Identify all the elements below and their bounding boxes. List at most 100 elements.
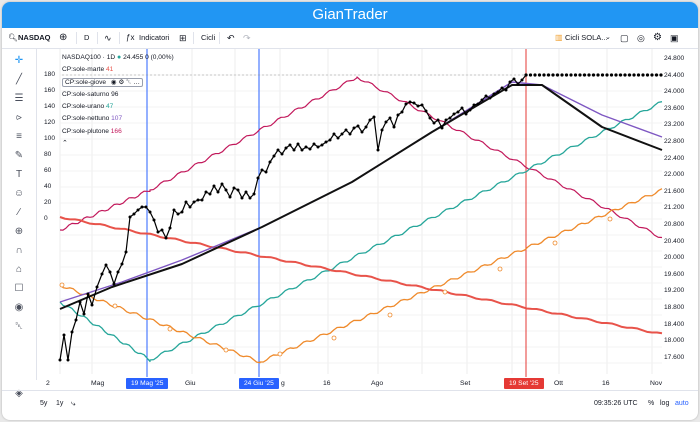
trash-icon[interactable]: ␡ [15,321,23,332]
price-point [82,312,86,316]
projection-point [659,73,663,77]
price-point [412,101,416,105]
price-point [112,282,116,286]
lock-drawing-icon[interactable]: ⌂ [15,264,23,275]
cycle-point [607,216,613,222]
indicators-icon[interactable]: ƒx [126,33,135,42]
log-toggle[interactable]: log [660,400,670,407]
symbol-label[interactable]: NASDAQ [18,33,51,42]
price-point [248,196,252,200]
brush-icon[interactable]: ✎ [14,150,24,161]
price-point [488,96,492,100]
price-point [464,112,468,116]
chevron-down-icon[interactable]: ⌄ [605,34,611,41]
price-point [164,236,168,240]
price-point [208,192,212,196]
series-marte [59,216,663,335]
emoji-icon[interactable]: ☺ [13,188,25,199]
projection-point [551,73,555,77]
price-point [432,121,436,125]
date-marker-blue[interactable]: 19 Mag '25 [126,378,169,389]
magnet-icon[interactable]: ∩ [15,245,23,256]
range-5y-button[interactable]: 5y [40,400,48,407]
projection-point [618,73,623,77]
fullscreen-icon[interactable]: ▢ [620,33,629,43]
projection-point [605,73,609,77]
redo-icon[interactable]: ↷ [243,33,251,43]
ruler-icon[interactable]: ∕ [18,207,20,218]
lock-icon[interactable]: ☐ [14,283,24,294]
legend-row[interactable]: CP:sole-saturno 96 [62,90,119,98]
market-open-dot-icon: ● [116,54,122,61]
price-point [512,77,516,81]
price-point [272,154,276,158]
right-axis-tick: 20.000 [664,254,685,262]
cycles-button[interactable]: Cicli [201,33,216,42]
price-point [152,218,156,222]
eye-icon[interactable]: ◉ [110,78,117,86]
add-symbol-icon[interactable]: ⊕ [59,32,68,43]
price-point [236,188,240,192]
collapse-legend-icon[interactable]: ⌃ [62,140,68,148]
date-range-icon[interactable]: ⤷ [71,399,76,408]
indicators-button[interactable]: Indicatori [139,33,170,42]
legend-row-selected[interactable]: CP:sole-giove ◉ ⚙ ␡ … [62,77,174,89]
range-1y-button[interactable]: 1y [56,400,64,407]
price-point [196,198,200,202]
settings-gear-icon[interactable]: ⚙ [118,78,125,86]
horizontal-lines-icon[interactable]: ☰ [14,93,24,104]
legend-symbol-row: NASDAQ100 · 1D ● 24.455 0 (0,00%) [62,52,174,64]
undo-icon[interactable]: ↶ [227,33,235,43]
zoom-in-icon[interactable]: ⊕ [14,226,24,237]
right-axis-tick: 24.000 [664,88,685,96]
price-point [348,132,352,136]
price-point [62,333,66,337]
projection-point [645,73,650,77]
price-point [380,128,384,132]
legend-row[interactable]: CP:sole-nettuno 107 [62,115,123,123]
eye-icon[interactable]: ◉ [14,302,24,313]
legend-row[interactable]: CP:sole-marte 41 [62,66,114,74]
price-point [424,109,428,113]
right-axis-tick: 21.200 [664,204,685,212]
settings-gear-icon[interactable]: ⚙ [653,32,662,43]
trash-icon[interactable]: ␡ [126,78,132,86]
left-axis-tick: 60 [44,167,52,174]
legend-row[interactable]: CP:sole-urano 47 [62,103,114,111]
right-axis-tick: 22.400 [664,154,685,162]
price-point [204,190,208,194]
template-icon[interactable]: ▥ [555,33,563,42]
more-icon[interactable]: … [133,78,140,86]
right-axis-tick: 17.600 [664,353,685,361]
price-point [268,160,272,164]
price-point [396,113,400,117]
layers-icon[interactable]: ◈ [15,388,23,399]
trendline-icon[interactable]: ╱ [15,74,23,85]
date-marker-red[interactable]: 19 Set '25 [504,378,544,389]
auto-toggle[interactable]: auto [675,400,689,407]
legend-row[interactable]: CP:sole-plutone 166 [62,127,122,135]
price-point [296,142,300,146]
symbol-search-icon[interactable]: 🔍︎ [8,33,18,42]
camera-icon[interactable]: ▣ [670,33,679,43]
chart-type-icon[interactable]: ∿ [104,33,112,43]
date-marker-blue[interactable]: 24 Giu '25 [239,378,279,389]
price-point [58,358,62,362]
utc-time[interactable]: 09:35:26 UTC [594,400,638,407]
pitchfork-icon[interactable]: ⪧ [16,112,22,123]
cycle-point [277,351,283,357]
interval-button[interactable]: D [84,33,90,42]
price-point [440,126,444,130]
template-button[interactable]: Cicli SOLA... [565,33,608,42]
pattern-icon[interactable]: ≡ [16,131,22,142]
text-icon[interactable]: T [15,169,23,180]
price-point [480,98,484,102]
series-urano [59,101,663,363]
screenshot-icon[interactable]: ◎ [637,33,645,43]
percent-toggle[interactable]: % [648,400,655,407]
crosshair-icon[interactable]: ✛ [14,55,24,66]
price-point [368,118,372,122]
layout-grid-icon[interactable]: ⊞ [179,33,187,43]
